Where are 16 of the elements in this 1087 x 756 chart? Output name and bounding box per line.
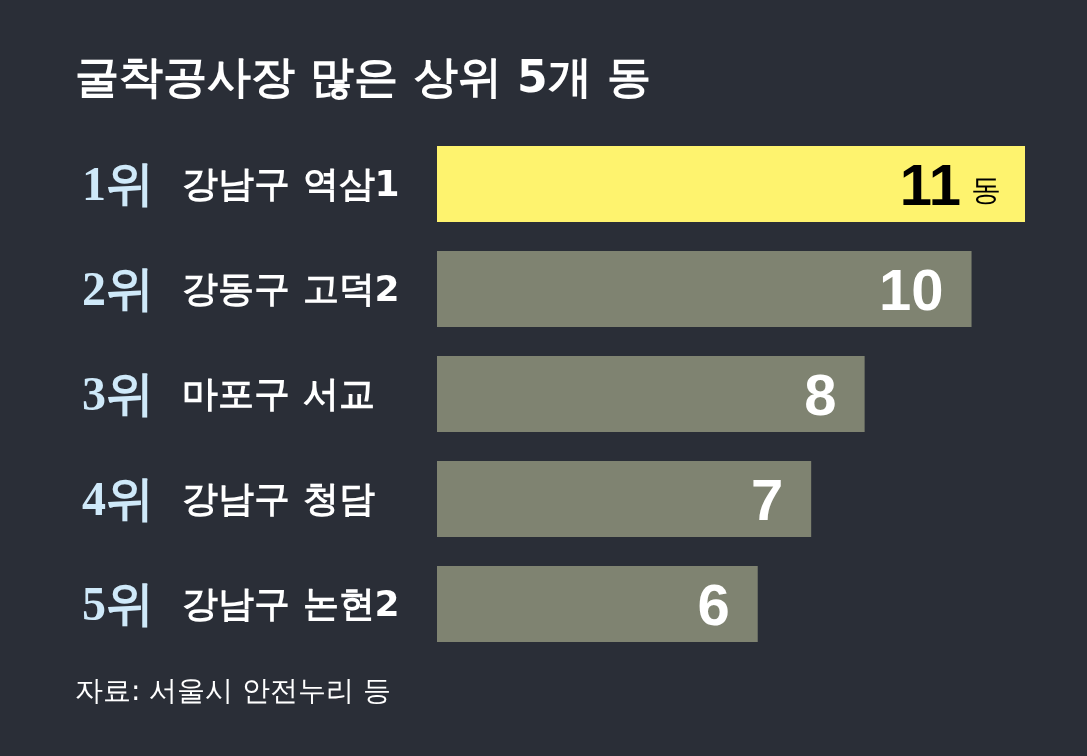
chart-title: 굴착공사장 많은 상위 5개 동 [75, 51, 651, 102]
category-label: 4위 강남구 청담 [82, 472, 375, 525]
bar [437, 251, 972, 328]
category-label: 1위 강남구 역삼1 [82, 157, 400, 211]
data-label: 6 [697, 571, 730, 637]
bar [437, 565, 758, 642]
text: 자료: 서울시 안전누리 등 [75, 674, 392, 707]
data-label: 7 [750, 467, 784, 532]
bar [437, 355, 865, 433]
category-label: 2위 강동구 고덕2 [82, 262, 400, 315]
data-label: 8 [804, 362, 837, 427]
data-label: 10 [879, 257, 944, 322]
category-label: 3위 마포구 서교 [82, 367, 375, 420]
category-label: 5위 강남구 논현2 [82, 576, 400, 630]
bar [437, 146, 1025, 223]
bar [437, 460, 812, 537]
